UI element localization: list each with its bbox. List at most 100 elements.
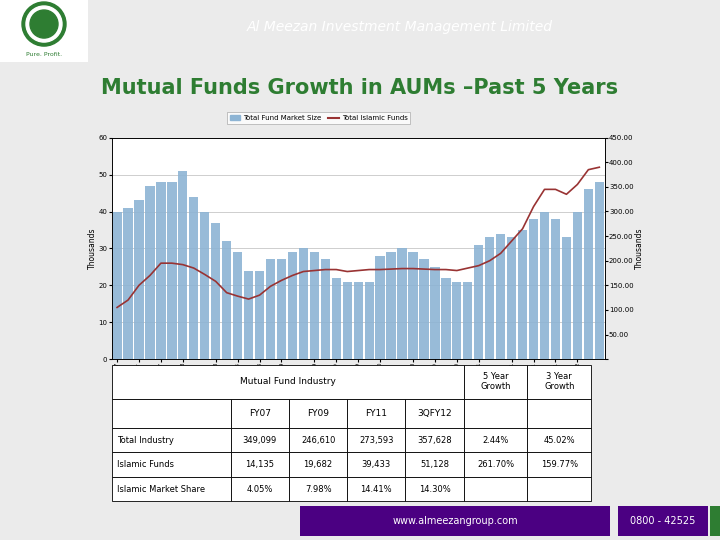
Bar — [123, 208, 132, 359]
Bar — [507, 238, 516, 359]
Bar — [320, 259, 330, 359]
Text: Mutual Funds Growth in AUMs –Past 5 Years: Mutual Funds Growth in AUMs –Past 5 Year… — [102, 78, 618, 98]
Bar — [419, 259, 428, 359]
Circle shape — [30, 10, 58, 38]
Bar — [387, 252, 396, 359]
Text: Total Industry: Total Industry — [117, 436, 174, 445]
Bar — [408, 252, 418, 359]
Bar — [518, 230, 527, 359]
Bar — [464, 428, 527, 453]
Y-axis label: Thousands: Thousands — [635, 228, 644, 269]
Bar — [464, 399, 527, 428]
Bar — [299, 248, 308, 359]
Text: 4.05%: 4.05% — [247, 485, 273, 494]
Bar — [167, 182, 176, 359]
Bar — [347, 453, 405, 477]
Text: 5 Year
Growth: 5 Year Growth — [480, 372, 510, 391]
Bar — [375, 256, 384, 359]
Text: 39,433: 39,433 — [361, 460, 391, 469]
Text: Mutual Fund Industry: Mutual Fund Industry — [240, 377, 336, 386]
Bar — [464, 364, 527, 399]
Bar — [310, 252, 319, 359]
Bar — [300, 505, 610, 536]
Bar — [266, 259, 275, 359]
Bar — [231, 477, 289, 502]
Bar — [595, 182, 604, 359]
Bar — [364, 281, 374, 359]
Bar — [562, 238, 571, 359]
Bar — [244, 271, 253, 359]
Text: 349,099: 349,099 — [243, 436, 277, 445]
Text: 51,128: 51,128 — [420, 460, 449, 469]
Text: Pure. Profit.: Pure. Profit. — [26, 52, 62, 57]
Bar — [145, 186, 155, 359]
Bar — [540, 212, 549, 359]
Bar — [405, 399, 464, 428]
Bar — [347, 399, 405, 428]
Bar — [200, 212, 210, 359]
Bar — [527, 399, 591, 428]
Bar — [347, 428, 405, 453]
Text: 357,628: 357,628 — [417, 436, 452, 445]
Bar — [405, 453, 464, 477]
Bar — [618, 505, 708, 536]
Bar — [405, 477, 464, 502]
Bar — [289, 453, 347, 477]
Text: FY09: FY09 — [307, 409, 329, 418]
Bar — [112, 212, 122, 359]
Text: FY07: FY07 — [249, 409, 271, 418]
Bar — [231, 453, 289, 477]
Bar — [189, 197, 199, 359]
Text: 261.70%: 261.70% — [477, 460, 514, 469]
Bar — [397, 248, 407, 359]
Bar — [0, 0, 88, 62]
Bar — [441, 278, 451, 359]
Bar — [474, 245, 483, 359]
Bar — [710, 505, 720, 536]
Text: 273,593: 273,593 — [359, 436, 394, 445]
Bar — [178, 171, 187, 359]
Bar — [572, 212, 582, 359]
Bar — [288, 252, 297, 359]
Bar — [332, 278, 341, 359]
Bar — [485, 238, 495, 359]
Bar — [551, 219, 560, 359]
Bar — [527, 428, 591, 453]
Bar — [276, 259, 286, 359]
Bar — [405, 428, 464, 453]
Text: 14.41%: 14.41% — [361, 485, 392, 494]
Text: 2.44%: 2.44% — [482, 436, 509, 445]
Text: 7.98%: 7.98% — [305, 485, 331, 494]
Bar — [112, 364, 464, 399]
Bar — [431, 267, 440, 359]
Text: Islamic Market Share: Islamic Market Share — [117, 485, 205, 494]
Bar — [135, 200, 144, 359]
Bar — [156, 182, 166, 359]
Bar — [112, 399, 231, 428]
Bar — [529, 219, 539, 359]
Text: 3 Year
Growth: 3 Year Growth — [544, 372, 575, 391]
Bar — [347, 477, 405, 502]
Text: 159.77%: 159.77% — [541, 460, 578, 469]
Bar — [222, 241, 231, 359]
Text: Islamic Funds: Islamic Funds — [117, 460, 174, 469]
Bar — [112, 453, 231, 477]
Bar — [231, 399, 289, 428]
Text: Al Meezan Investment Management Limited: Al Meezan Investment Management Limited — [247, 20, 553, 34]
Bar — [289, 477, 347, 502]
Text: 14.30%: 14.30% — [418, 485, 451, 494]
Bar — [255, 271, 264, 359]
Text: 14,135: 14,135 — [246, 460, 274, 469]
Bar — [496, 234, 505, 359]
Bar — [231, 428, 289, 453]
Bar — [463, 281, 472, 359]
Bar — [452, 281, 462, 359]
Bar — [343, 281, 352, 359]
Bar — [464, 453, 527, 477]
Bar — [464, 477, 527, 502]
Text: 3QFY12: 3QFY12 — [417, 409, 452, 418]
Y-axis label: Thousands: Thousands — [88, 228, 97, 269]
Bar — [289, 399, 347, 428]
Circle shape — [22, 2, 66, 46]
Text: 19,682: 19,682 — [304, 460, 333, 469]
